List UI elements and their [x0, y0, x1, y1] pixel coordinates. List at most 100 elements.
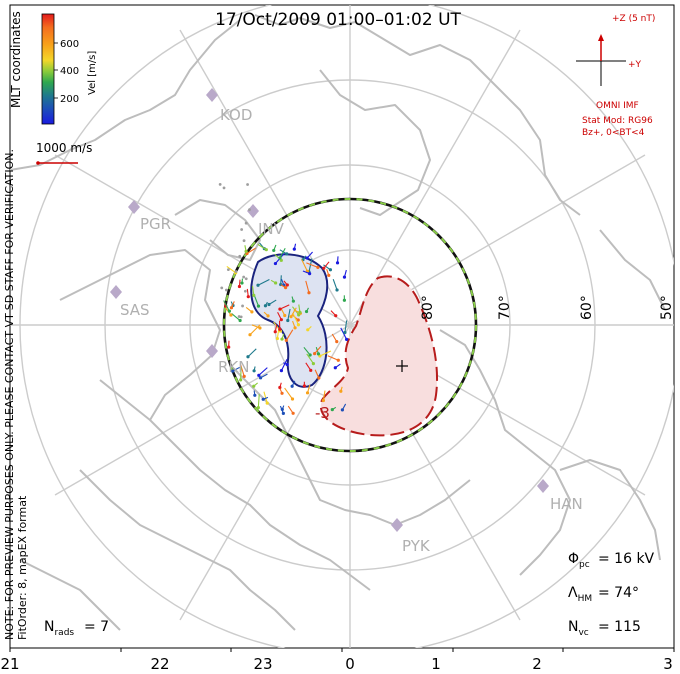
vector-line	[230, 301, 235, 308]
vector-line	[340, 386, 343, 392]
vector-line	[232, 366, 240, 372]
grid-point	[240, 228, 244, 231]
mlt-label-21: 21	[0, 655, 19, 673]
station-rkn-marker	[206, 344, 218, 358]
vector-line	[331, 333, 338, 342]
vector-line	[270, 279, 276, 284]
station-label-sas: SAS	[120, 301, 150, 319]
vector-line	[283, 362, 288, 365]
mlt-label-22: 22	[150, 655, 169, 673]
map-title: 17/Oct/2009 01:00–01:02 UT	[215, 10, 461, 30]
vector-line	[249, 324, 261, 336]
vector-line	[246, 288, 249, 297]
coastlines	[10, 14, 666, 631]
vector-line	[306, 262, 319, 268]
vector-line	[245, 307, 253, 313]
vector-line	[251, 285, 255, 296]
vector-line	[280, 275, 282, 285]
vector-line	[253, 390, 256, 396]
latitude-label-70: 70°	[497, 295, 513, 320]
vector-line	[276, 328, 280, 339]
vector-line	[244, 245, 247, 252]
vector-line	[292, 320, 296, 329]
station-label-kod: KOD	[220, 106, 252, 124]
vector-line	[279, 247, 286, 259]
vector-origin	[239, 378, 243, 382]
vector-line	[280, 308, 286, 316]
fit-order-note: FitOrder: 8, mapEX format	[16, 495, 29, 640]
vector-line	[281, 405, 285, 410]
colorbar-tick-400: 400	[60, 66, 79, 77]
vector-line	[322, 390, 326, 401]
vector-line	[264, 301, 268, 307]
mlt-axis-ticks	[9, 648, 675, 652]
vector-line	[330, 310, 337, 317]
potential-max-cross	[396, 360, 408, 372]
mlt-label-3: 3	[663, 655, 673, 673]
phi-pc-value: = 16 kV	[598, 551, 655, 567]
vector-line	[332, 279, 338, 291]
grid-point	[243, 289, 247, 293]
vector-line	[290, 307, 297, 317]
mlt-label-23: 23	[253, 655, 272, 673]
vector-line	[268, 299, 277, 305]
station-sas-marker	[110, 285, 122, 299]
vector-line	[308, 258, 313, 272]
vector-line	[280, 358, 288, 371]
vector-line	[263, 391, 268, 404]
grid-point	[234, 270, 238, 273]
vector-line	[301, 259, 308, 272]
vector-line	[223, 300, 230, 312]
vector-line	[277, 312, 282, 320]
latitude-label-80: 80°	[420, 295, 436, 320]
vector-origin	[237, 284, 242, 289]
station-label-pyk: PYK	[402, 537, 431, 555]
vector-line	[246, 247, 256, 254]
imf-clock-dial	[576, 34, 626, 86]
grid-point	[244, 221, 248, 225]
vector-line	[319, 350, 332, 357]
velocity-colorbar	[41, 13, 55, 125]
vector-line	[292, 313, 299, 325]
colorbar-ticks	[54, 42, 58, 99]
imf-source-label: OMNI IMF	[596, 101, 639, 111]
vector-line	[326, 269, 330, 276]
station-inv-marker	[247, 204, 259, 218]
vector-line	[263, 311, 269, 317]
station-pyk-marker	[391, 518, 403, 532]
n-rads-value: = 7	[84, 619, 109, 635]
coordinate-label: MLT coordinates	[9, 11, 23, 108]
station-markers	[110, 88, 549, 532]
mlt-label-2: 2	[532, 655, 542, 673]
vector-line	[305, 362, 312, 371]
colorbar-label: Vel [m/s]	[87, 51, 98, 95]
heppner-maynard-boundary-dash	[223, 198, 477, 452]
latitude-label-50: 50°	[659, 295, 675, 320]
vector-line	[306, 251, 313, 259]
vector-line	[260, 373, 268, 379]
vector-line	[283, 280, 288, 286]
vector-line	[314, 345, 322, 355]
vector-line	[303, 346, 311, 356]
vector-line	[291, 380, 296, 387]
vector-line	[280, 284, 286, 289]
vector-line	[305, 280, 310, 293]
station-pgr-marker	[128, 200, 140, 214]
vector-line	[279, 304, 290, 310]
grid-point	[237, 315, 241, 318]
vector-line	[226, 265, 236, 274]
vector-line	[251, 324, 261, 329]
station-label-rkn: RKN	[218, 358, 249, 376]
vector-line	[291, 296, 294, 302]
grid-point	[239, 315, 243, 319]
imf-z-label: +Z (5 nT)	[612, 14, 655, 24]
vector-origin	[240, 281, 244, 285]
vector-line	[323, 261, 330, 269]
imf-condition-label: Bz+, 0<BT<4	[582, 128, 645, 138]
vector-line	[341, 403, 347, 411]
vector-line	[306, 353, 314, 364]
vector-line	[284, 387, 293, 400]
vector-line	[231, 313, 241, 321]
vector-line	[240, 366, 242, 380]
